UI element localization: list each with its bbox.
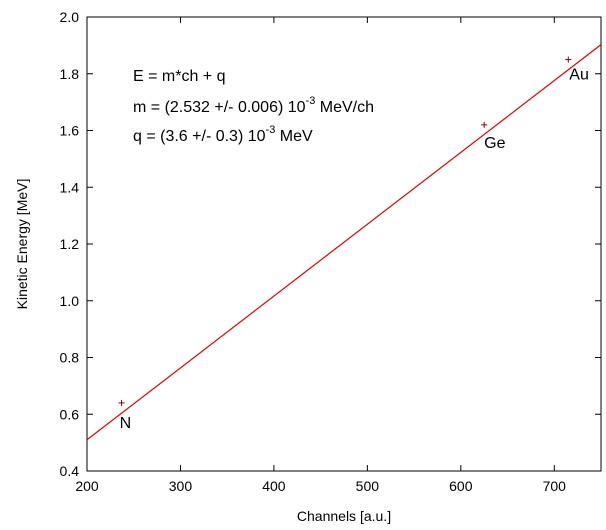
y-tick-label: 1.2 — [60, 236, 80, 252]
x-tick-label: 500 — [356, 478, 380, 494]
x-tick-label: 600 — [449, 478, 473, 494]
y-tick-label: 1.4 — [60, 179, 80, 195]
point-label: N — [120, 415, 132, 432]
y-tick-label: 2.0 — [60, 9, 80, 25]
y-tick-label: 0.8 — [60, 350, 80, 366]
y-tick-label: 1.8 — [60, 66, 80, 82]
x-tick-label: 200 — [75, 478, 99, 494]
x-tick-label: 700 — [543, 478, 567, 494]
equation-annotation: E = m*ch + q — [133, 68, 226, 85]
fit-line-layer — [86, 44, 602, 441]
x-axis-label: Channels [a.u.] — [297, 508, 391, 524]
x-tick-label: 300 — [169, 478, 193, 494]
y-tick-label: 0.6 — [60, 406, 80, 422]
y-axis-label: Kinetic Energy [MeV] — [14, 179, 30, 310]
data-point — [118, 399, 125, 406]
point-label: Ge — [484, 135, 505, 152]
x-tick-label: 400 — [262, 478, 286, 494]
axis-ticks: 200 300 400 500 600 700 0.4 0.6 0.8 1.0 1.2 1.4 1.6 1… — [60, 9, 601, 494]
intercept-annotation: q = (3.6 +/- 0.3) 10-3 MeV — [133, 124, 313, 145]
fit-line — [86, 44, 602, 441]
data-points-layer: N Ge Au — [118, 56, 589, 432]
y-tick-label: 0.4 — [60, 463, 80, 479]
point-label: Au — [569, 67, 589, 84]
plot-frame — [86, 16, 602, 472]
data-point — [565, 56, 572, 63]
slope-annotation: m = (2.532 +/- 0.006) 10-3 MeV/ch — [133, 95, 374, 116]
data-point — [481, 121, 488, 128]
y-tick-label: 1.0 — [60, 293, 80, 309]
y-tick-label: 1.6 — [60, 123, 80, 139]
